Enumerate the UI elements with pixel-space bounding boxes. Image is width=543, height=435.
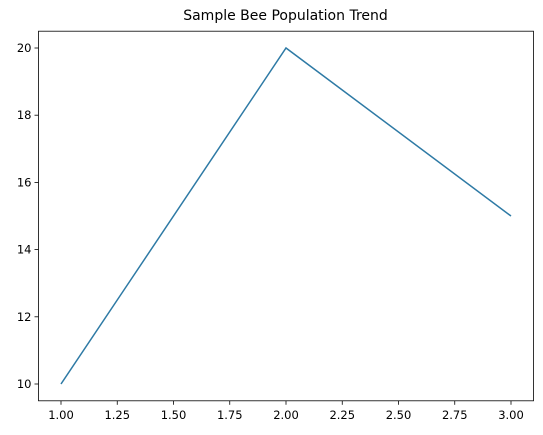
x-tick-label: 1.50	[161, 408, 187, 422]
x-tick-label: 2.25	[329, 408, 355, 422]
x-tick-label: 3.00	[498, 408, 524, 422]
y-tick-label: 12	[17, 310, 32, 324]
x-tick-label: 2.50	[386, 408, 412, 422]
x-tick-label: 1.75	[217, 408, 243, 422]
x-tick-label: 2.00	[273, 408, 299, 422]
y-tick-label: 18	[17, 108, 32, 122]
chart-title: Sample Bee Population Trend	[183, 8, 388, 24]
y-tick-label: 16	[17, 175, 32, 189]
y-tick-label: 10	[17, 377, 32, 391]
x-tick-label: 2.75	[442, 408, 468, 422]
plot-frame	[38, 30, 534, 402]
x-tick-label: 1.00	[48, 408, 74, 422]
y-tick-label: 20	[17, 41, 32, 55]
x-tick-label: 1.25	[104, 408, 130, 422]
line	[60, 46, 512, 385]
y-tick-label: 14	[17, 243, 32, 257]
